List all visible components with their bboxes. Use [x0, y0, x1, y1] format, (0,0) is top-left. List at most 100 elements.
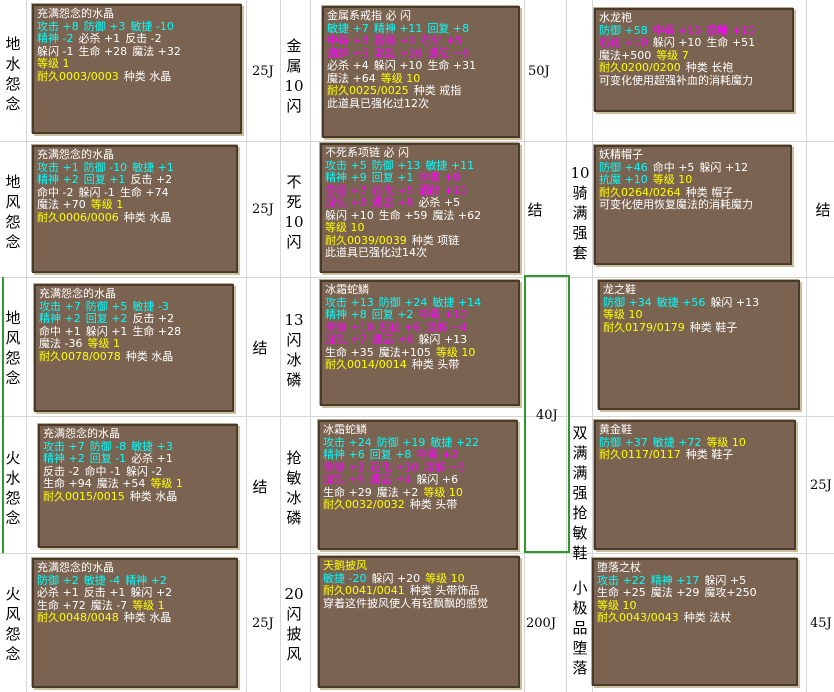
tooltip-line: 精神 +2 回复 -1 必杀 +1	[43, 452, 233, 466]
stat-text: 耐久0006/0006	[37, 210, 119, 224]
stat-text: 敏捷 -20	[323, 571, 367, 585]
stat-text: 生命 +51	[706, 36, 756, 49]
tooltip-line: 魔法+500 等级 7	[599, 49, 789, 63]
stat-text: 种类 戒指	[413, 84, 462, 97]
tooltip-line: 防御 +34 敏捷 +56 躲闪 +13	[603, 295, 795, 310]
price-cell: 25J	[810, 478, 832, 493]
selection-border-left	[2, 277, 4, 553]
stat-text: 必杀 +1	[131, 452, 173, 465]
stat-text: 反击 +2	[130, 173, 173, 186]
item-name-cell: 火水怨念	[5, 449, 21, 527]
stat-text: 魔法+105	[378, 345, 431, 359]
stat-text: 生命 +74	[119, 185, 169, 199]
tooltip-line: 攻击 +1 防御 -10 敏捷 +1	[37, 161, 233, 175]
item-tooltip-card: 妖精帽子 防御 +46 命中 +5 躲闪 +12 抗魔 +10 等级 10 耐久0264/0…	[594, 145, 792, 265]
stat-text: 冰霜蛇鳞	[325, 283, 369, 296]
item-name-cell: 20闪披风	[284, 585, 304, 663]
stat-text: 防御 +2	[37, 573, 79, 587]
tooltip-line: 耐久0043/0043 种类 法杖	[597, 611, 793, 625]
stat-text: 必杀 +4	[327, 59, 369, 72]
tooltip-line: 等级 1	[37, 57, 237, 71]
stat-text: 必杀 +5	[418, 196, 461, 209]
stat-text: 昏睡 +7	[325, 183, 367, 197]
tooltip-line: 冰霜蛇鳞	[323, 423, 513, 437]
tooltip-line: 妖精帽子	[599, 148, 787, 162]
stat-text: 躲闪 +2	[130, 586, 173, 599]
stat-text: 躲闪 +13	[710, 295, 760, 309]
col-divider	[310, 0, 311, 692]
stat-text: 酒醉 +5	[327, 46, 369, 60]
stat-text: 防御 +58	[599, 23, 648, 37]
stat-text: 耐久0039/0039	[325, 233, 407, 247]
tooltip-line: 混乱 +7 遗忘 +6 躲闪 +13	[325, 333, 515, 347]
stat-text: 敏捷 +56	[656, 295, 706, 309]
stat-text: 充满怨念的水晶	[37, 561, 114, 574]
col-divider	[806, 0, 807, 692]
stat-text: 等级 10	[652, 173, 693, 186]
stat-text: 中毒 +10	[652, 23, 702, 37]
stat-text: 防御 +34	[603, 295, 652, 309]
stat-text: 可变化使用超强补血的消耗魔力	[599, 73, 753, 87]
col-divider	[280, 0, 281, 692]
stat-text: 精神 +2	[43, 452, 85, 465]
stat-text: 遗忘 +6	[371, 196, 414, 209]
stat-text: 耐久0014/0014	[325, 358, 407, 371]
stat-text: 昏睡 +10	[706, 23, 756, 37]
item-name-cell: 地风怨念	[5, 173, 21, 251]
price-cell: 45J	[810, 616, 832, 631]
stat-text: 金属系戒指 必 闪	[327, 9, 411, 22]
tooltip-line: 攻击 +13 防御 +24 敏捷 +14	[325, 296, 515, 310]
tooltip-line: 耐久0264/0264 种类 帽子	[599, 185, 787, 200]
tooltip-line: 此道具已强化过14次	[325, 246, 515, 260]
item-tooltip-card: 堕落之杖 攻击 +22 精神 +17 躲闪 +5 生命 +25 魔法 +29 魔攻+250 等…	[592, 558, 798, 686]
tooltip-line: 水龙袍	[599, 11, 789, 25]
stat-text: 躲闪 +1	[85, 324, 128, 338]
tooltip-line: 昏睡 +10 石化 +6 酒醉 +4	[325, 320, 515, 335]
stat-text: 必杀 +1	[37, 586, 79, 599]
item-tooltip-card: 龙之鞋 防御 +34 敏捷 +56 躲闪 +13 等级 10 耐久0179/0179 种类 …	[598, 280, 800, 410]
stat-text: 生命 +72	[37, 598, 86, 612]
stat-text: 等级 10	[325, 221, 365, 234]
stat-text: 等级 1	[90, 198, 124, 211]
stat-text: 敏捷 +22	[430, 435, 480, 449]
stat-text: 堕落之杖	[597, 561, 641, 574]
price-cell: 结	[815, 201, 831, 219]
stat-text: 躲闪 -1	[37, 44, 74, 58]
stat-text: 魔法 +32	[132, 44, 181, 58]
price-cell: 25J	[252, 616, 274, 631]
item-tooltip-card: 充满怨念的水晶 攻击 +7 防御 +5 敏捷 -3 精神 +2 回复 +2 反击 +2 命中 …	[34, 284, 234, 412]
stat-text: 种类 水晶	[125, 349, 174, 363]
tooltip-line: 耐久0025/0025 种类 戒指	[327, 84, 515, 98]
stat-text: 不死系项链 必 闪	[325, 146, 409, 159]
stat-text: 精神 +2	[39, 312, 81, 325]
stat-text: 必杀 +1	[78, 32, 121, 45]
tooltip-line: 防御 +2 敏捷 -4 精神 +2	[37, 573, 233, 588]
tooltip-line: 充满怨念的水晶	[37, 561, 233, 575]
tooltip-line: 耐久0078/0078 种类 水晶	[39, 349, 229, 364]
tooltip-line: 龙之鞋	[603, 283, 795, 297]
row-divider	[0, 553, 834, 554]
stat-text: 龙之鞋	[603, 283, 636, 296]
stat-text: 酒醉 +4	[425, 320, 468, 334]
stat-text: 敏捷 -4	[83, 573, 121, 587]
item-name-cell: 13闪冰磷	[284, 311, 304, 389]
tooltip-line: 生命 +25 魔法 +29 魔攻+250	[597, 586, 793, 600]
stat-text: 中毒 +2	[416, 448, 459, 461]
stat-text: 黄金鞋	[599, 423, 632, 436]
tooltip-line: 昏睡 +2 石化 +10 酒醉 +5	[323, 461, 513, 475]
stat-text: 耐久0264/0264	[599, 185, 681, 199]
tooltip-line: 耐久0006/0006 种类 水晶	[37, 210, 233, 225]
tooltip-line: 耐久0179/0179 种类 鞋子	[603, 321, 795, 335]
stat-text: 妖精帽子	[599, 148, 643, 161]
stat-text: 耐久0032/0032	[323, 498, 405, 511]
stat-text: 种类 水晶	[129, 489, 178, 503]
stat-text: 反击 +2	[132, 312, 175, 325]
tooltip-line: 敏捷 +7 精神 +11 回复 +8	[327, 22, 515, 36]
item-tooltip-card: 水龙袍 防御 +58 中毒 +10 昏睡 +10 石化 +10 躲闪 +10 生命 +51 魔…	[594, 8, 794, 112]
stat-text: 攻击 +24	[323, 435, 372, 449]
stat-text: 防御 +19	[376, 435, 426, 449]
stat-text: 躲闪 +10	[373, 59, 423, 72]
tooltip-line: 等级 10	[597, 599, 793, 613]
tooltip-line: 耐久0039/0039 种类 项链	[325, 233, 515, 248]
stat-text: 回复 +1	[371, 171, 414, 184]
